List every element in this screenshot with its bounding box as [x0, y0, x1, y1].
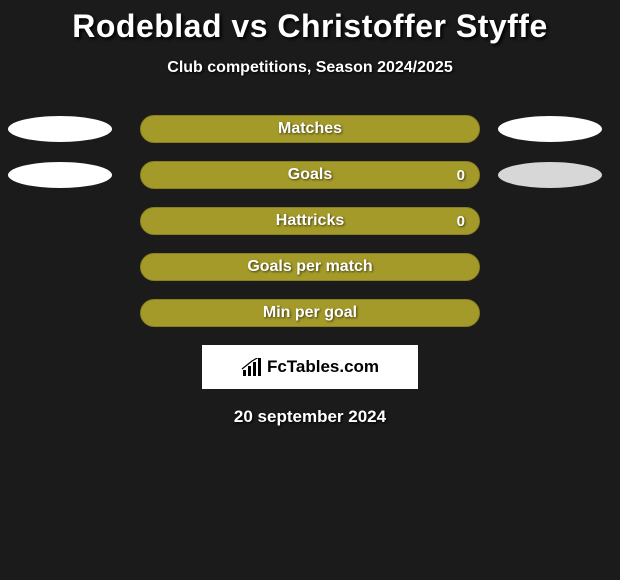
right-ellipse	[498, 162, 602, 188]
stat-label: Goals	[288, 166, 332, 184]
stat-row-goals-per-match: Goals per match	[0, 253, 620, 281]
stat-bar: Matches	[140, 115, 480, 143]
stat-label: Hattricks	[276, 212, 344, 230]
stat-row-min-per-goal: Min per goal	[0, 299, 620, 327]
stat-label: Goals per match	[247, 258, 372, 276]
stat-bar: Goals per match	[140, 253, 480, 281]
stat-label: Matches	[278, 120, 342, 138]
stat-bar: Goals 0	[140, 161, 480, 189]
date-text: 20 september 2024	[0, 407, 620, 427]
logo-box: FcTables.com	[202, 345, 418, 389]
left-ellipse	[8, 162, 112, 188]
stat-row-hattricks: Hattricks 0	[0, 207, 620, 235]
bar-chart-icon	[241, 358, 263, 376]
stat-rows: Matches Goals 0 Hattricks 0 Goals per ma…	[0, 115, 620, 327]
stat-bar: Min per goal	[140, 299, 480, 327]
page-title: Rodeblad vs Christoffer Styffe	[0, 8, 620, 45]
infographic-container: Rodeblad vs Christoffer Styffe Club comp…	[0, 0, 620, 427]
logo: FcTables.com	[241, 357, 379, 377]
stat-row-goals: Goals 0	[0, 161, 620, 189]
stat-value-right: 0	[457, 213, 465, 230]
logo-text: FcTables.com	[267, 357, 379, 377]
stat-label: Min per goal	[263, 304, 357, 322]
stat-bar: Hattricks 0	[140, 207, 480, 235]
stat-row-matches: Matches	[0, 115, 620, 143]
left-ellipse	[8, 116, 112, 142]
stat-value-right: 0	[457, 167, 465, 184]
right-ellipse	[498, 116, 602, 142]
subtitle: Club competitions, Season 2024/2025	[0, 59, 620, 77]
